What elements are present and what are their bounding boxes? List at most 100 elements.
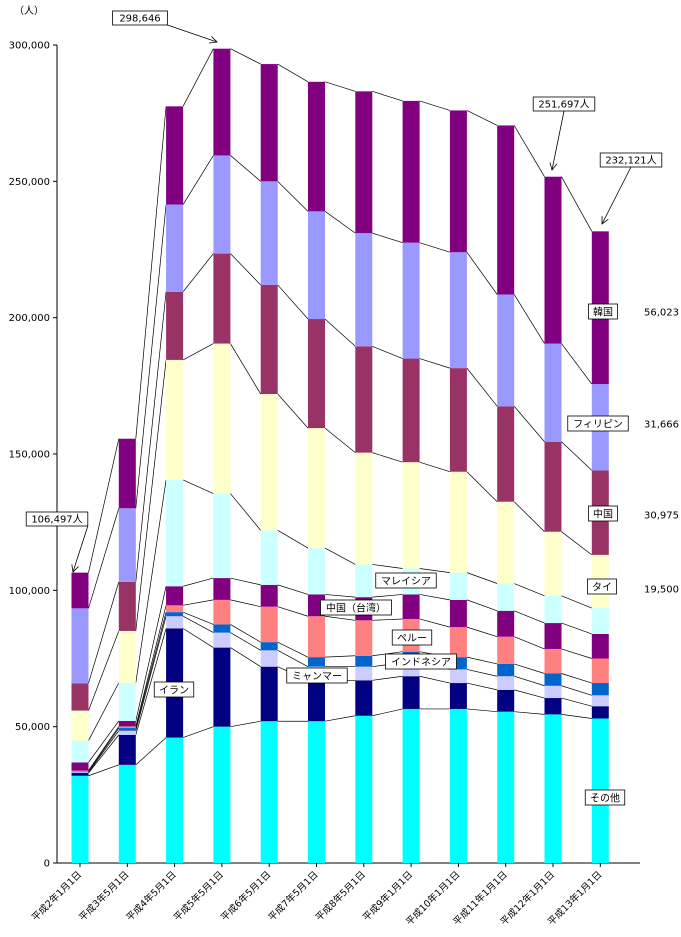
bar-segment [308, 319, 325, 429]
connector-line [277, 393, 309, 429]
connector-line [561, 595, 592, 609]
bar-segment [260, 530, 278, 585]
annotation-box [532, 96, 596, 112]
connector-line [182, 48, 214, 107]
connector-line [514, 636, 545, 650]
annotation-arrow-head [601, 216, 609, 225]
bar-segment [118, 581, 136, 631]
connector-line [88, 508, 120, 609]
bar-segment [355, 233, 373, 347]
connector-line [88, 764, 119, 777]
last-value-label: 31,666 [644, 420, 679, 431]
connector-line [324, 594, 356, 598]
bar-segment [71, 683, 89, 711]
bar-segment [260, 650, 278, 667]
bar-segment [449, 627, 467, 658]
connector-line [135, 628, 167, 735]
connector-line [277, 641, 309, 658]
connector-line [514, 675, 545, 687]
connector-line [514, 583, 545, 597]
bar-segment [118, 438, 136, 509]
bar-segment [355, 452, 373, 565]
bar-segment [544, 595, 562, 624]
connector-line [182, 343, 214, 361]
bar-segment [166, 359, 184, 480]
bar-segment [308, 680, 325, 722]
connector-line [88, 581, 120, 684]
connector-line [561, 176, 593, 232]
connector-line [419, 568, 450, 573]
bar-segment [213, 726, 231, 863]
connector-line [513, 501, 545, 532]
series-label-box [153, 681, 195, 698]
connector-line [230, 647, 261, 667]
bar-segment [71, 775, 89, 863]
connector-line [230, 624, 261, 643]
total-annotation: 106,497人 [25, 511, 89, 573]
annotation-text: 251,697人 [538, 99, 589, 111]
bar-segment [591, 695, 609, 707]
connector-line [324, 318, 356, 347]
connector-line [277, 530, 309, 549]
series-label-text: その他 [590, 792, 620, 805]
bar-segment [166, 204, 184, 292]
bar-segment [402, 676, 420, 709]
bar-segment [213, 599, 231, 625]
bar-segment [71, 772, 89, 774]
connector-line [230, 155, 261, 182]
labels: その他 イラン ミャンマー インドネシア ペルー 中国（台湾） マレイシア タイ 中国 フィリピン… [25, 10, 679, 806]
annotation-box [599, 152, 663, 168]
bar-segment [544, 623, 562, 649]
bar-segment [544, 698, 562, 715]
bar-segment [497, 583, 515, 611]
bar-segment [449, 110, 467, 253]
connector-line [135, 605, 167, 727]
y-tick-label: 300,000 [9, 41, 50, 52]
series-label-text: フィリピン [573, 419, 623, 431]
bar-segment [71, 740, 89, 763]
bar-segment [355, 346, 373, 453]
connector-line [135, 106, 167, 439]
bar-segment [497, 711, 515, 863]
connector-line [230, 599, 261, 608]
bar-segment [260, 606, 278, 643]
bar-segment [71, 771, 89, 773]
bar-segment [213, 624, 231, 633]
bar-segment [213, 632, 231, 648]
connector-line [372, 675, 403, 681]
bar-segment [544, 648, 562, 674]
connector-line [135, 586, 167, 722]
bar-segment [591, 658, 609, 684]
bar-segment [497, 501, 515, 584]
connector-line [514, 610, 545, 624]
bar-segment [355, 564, 373, 598]
bar-segment [591, 683, 609, 696]
connector-line [372, 345, 403, 359]
bar-segment [402, 358, 420, 463]
connector-line [419, 675, 450, 684]
series-label-box [320, 599, 392, 616]
bar-segment [166, 291, 184, 360]
bar-segment [213, 155, 231, 254]
last-value-label: 19,500 [644, 585, 679, 596]
connector-line [561, 714, 592, 719]
connector-line [466, 110, 498, 126]
bar-segment [402, 594, 420, 619]
bar-segment [402, 462, 420, 569]
bar-segment [213, 343, 231, 494]
series-label-text: 中国（台湾） [326, 602, 386, 615]
connector-line [277, 63, 309, 83]
connector-line [372, 708, 403, 717]
bar-segment [591, 706, 609, 719]
x-tick-label: 平成3年5月1日 [77, 869, 132, 924]
connector-line [230, 493, 261, 531]
series-label: 韓国 [588, 303, 618, 320]
series-label: イラン [153, 681, 195, 698]
connector-line [324, 211, 356, 234]
annotation-text: 106,497人 [31, 514, 82, 526]
series-label-text: 中国 [593, 508, 613, 521]
connector-line [182, 479, 214, 494]
connector-line [466, 252, 498, 295]
bar-segment [497, 610, 515, 637]
total-annotation: 251,697人 [532, 96, 596, 171]
